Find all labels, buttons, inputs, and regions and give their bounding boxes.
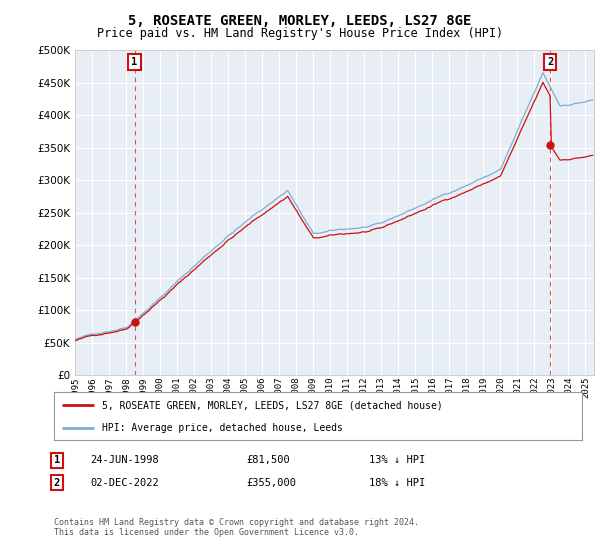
Text: 1: 1 bbox=[54, 455, 60, 465]
Text: 13% ↓ HPI: 13% ↓ HPI bbox=[369, 455, 425, 465]
Text: £81,500: £81,500 bbox=[246, 455, 290, 465]
Text: 5, ROSEATE GREEN, MORLEY, LEEDS, LS27 8GE (detached house): 5, ROSEATE GREEN, MORLEY, LEEDS, LS27 8G… bbox=[101, 400, 442, 410]
Text: HPI: Average price, detached house, Leeds: HPI: Average price, detached house, Leed… bbox=[101, 423, 343, 433]
Text: Contains HM Land Registry data © Crown copyright and database right 2024.
This d: Contains HM Land Registry data © Crown c… bbox=[54, 518, 419, 538]
Text: £355,000: £355,000 bbox=[246, 478, 296, 488]
Text: 02-DEC-2022: 02-DEC-2022 bbox=[90, 478, 159, 488]
Text: 2: 2 bbox=[547, 57, 553, 67]
Text: 18% ↓ HPI: 18% ↓ HPI bbox=[369, 478, 425, 488]
Text: 24-JUN-1998: 24-JUN-1998 bbox=[90, 455, 159, 465]
Text: 1: 1 bbox=[131, 57, 137, 67]
Text: Price paid vs. HM Land Registry's House Price Index (HPI): Price paid vs. HM Land Registry's House … bbox=[97, 27, 503, 40]
Text: 5, ROSEATE GREEN, MORLEY, LEEDS, LS27 8GE: 5, ROSEATE GREEN, MORLEY, LEEDS, LS27 8G… bbox=[128, 14, 472, 28]
Text: 2: 2 bbox=[54, 478, 60, 488]
